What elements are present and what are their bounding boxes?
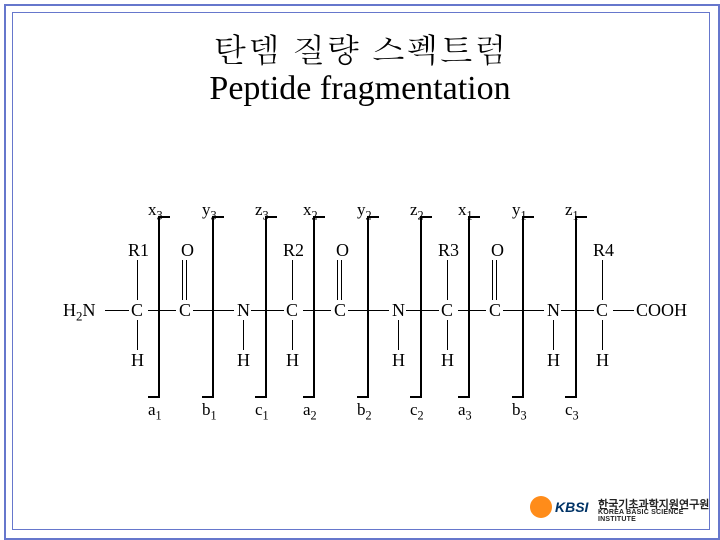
fragmentation-tick-bottom [565,396,577,398]
backbone-atom: C [286,300,298,321]
bond-vertical [243,320,244,350]
bond-vertical [602,320,603,350]
hydrogen-label: H [441,350,454,371]
bottom-ion-label: b2 [357,400,372,423]
bond-vertical [447,260,448,300]
fragmentation-tick-bottom [458,396,470,398]
bond-vertical [398,320,399,350]
footer-org-en: KOREA BASIC SCIENCE INSTITUTE [598,509,720,523]
sidechain-label: R2 [283,240,304,261]
sidechain-label: R3 [438,240,459,261]
backbone-atom: C [441,300,453,321]
kbsi-logo-text: KBSI [555,499,588,515]
c-terminus: COOH [636,300,687,321]
bond-double [496,260,497,300]
backbone-atom: N [547,300,560,321]
bond-double [492,260,493,300]
fragmentation-line [522,216,524,398]
fragmentation-line [468,216,470,398]
bottom-ion-label: a2 [303,400,317,423]
bond-double [186,260,187,300]
bond-vertical [137,320,138,350]
fragmentation-tick-top [420,216,432,218]
title-kr: 탄뎀 질량 스펙트럼 [0,28,720,69]
backbone-atom: C [596,300,608,321]
hydrogen-label: H [131,350,144,371]
slide-title: 탄뎀 질량 스펙트럼 Peptide fragmentation [0,28,720,110]
bond-vertical [553,320,554,350]
bottom-ion-label: a3 [458,400,472,423]
sidechain-label: R4 [593,240,614,261]
top-ion-label: x2 [303,200,318,223]
top-ion-label: y1 [512,200,527,223]
bottom-ion-label: b1 [202,400,217,423]
sidechain-label: O [491,240,504,261]
bond-horizontal [105,310,129,311]
top-ion-label: y2 [357,200,372,223]
bond-vertical [137,260,138,300]
fragmentation-line [420,216,422,398]
hydrogen-label: H [596,350,609,371]
kbsi-logo [530,496,552,518]
fragmentation-tick-top [367,216,379,218]
bottom-ion-label: a1 [148,400,162,423]
sidechain-label: R1 [128,240,149,261]
fragmentation-line [367,216,369,398]
backbone-atom: C [131,300,143,321]
fragmentation-tick-bottom [410,396,422,398]
backbone-atom: C [179,300,191,321]
fragmentation-tick-top [468,216,480,218]
fragmentation-tick-top [265,216,277,218]
fragmentation-tick-bottom [357,396,369,398]
fragmentation-tick-bottom [202,396,214,398]
backbone-atom: C [334,300,346,321]
fragmentation-tick-bottom [148,396,160,398]
fragmentation-line [575,216,577,398]
fragmentation-tick-bottom [512,396,524,398]
sidechain-label: O [181,240,194,261]
n-terminus: H2N [63,300,95,325]
bond-vertical [602,260,603,300]
fragmentation-tick-top [313,216,325,218]
bond-double [341,260,342,300]
bond-double [182,260,183,300]
backbone-atom: N [392,300,405,321]
top-ion-label: y3 [202,200,217,223]
bottom-ion-label: b3 [512,400,527,423]
title-en: Peptide fragmentation [0,69,720,110]
bond-vertical [292,320,293,350]
bond-horizontal [613,310,634,311]
hydrogen-label: H [286,350,299,371]
fragmentation-line [158,216,160,398]
sidechain-label: O [336,240,349,261]
fragmentation-line [265,216,267,398]
bottom-ion-label: c3 [565,400,579,423]
fragmentation-tick-top [575,216,587,218]
hydrogen-label: H [392,350,405,371]
bond-horizontal [561,310,594,311]
fragmentation-line [212,216,214,398]
hydrogen-label: H [547,350,560,371]
backbone-atom: N [237,300,250,321]
bond-vertical [292,260,293,300]
bond-horizontal [148,310,176,311]
bottom-ion-label: c1 [255,400,269,423]
fragmentation-tick-top [158,216,170,218]
bond-horizontal [251,310,284,311]
fragmentation-tick-top [212,216,224,218]
bond-vertical [447,320,448,350]
backbone-atom: C [489,300,501,321]
bond-horizontal [458,310,486,311]
top-ion-label: x3 [148,200,163,223]
fragmentation-line [313,216,315,398]
bond-horizontal [406,310,439,311]
top-ion-label: x1 [458,200,473,223]
fragmentation-tick-top [522,216,534,218]
bond-double [337,260,338,300]
hydrogen-label: H [237,350,250,371]
fragmentation-tick-bottom [303,396,315,398]
fragmentation-tick-bottom [255,396,267,398]
bond-horizontal [303,310,331,311]
bottom-ion-label: c2 [410,400,424,423]
